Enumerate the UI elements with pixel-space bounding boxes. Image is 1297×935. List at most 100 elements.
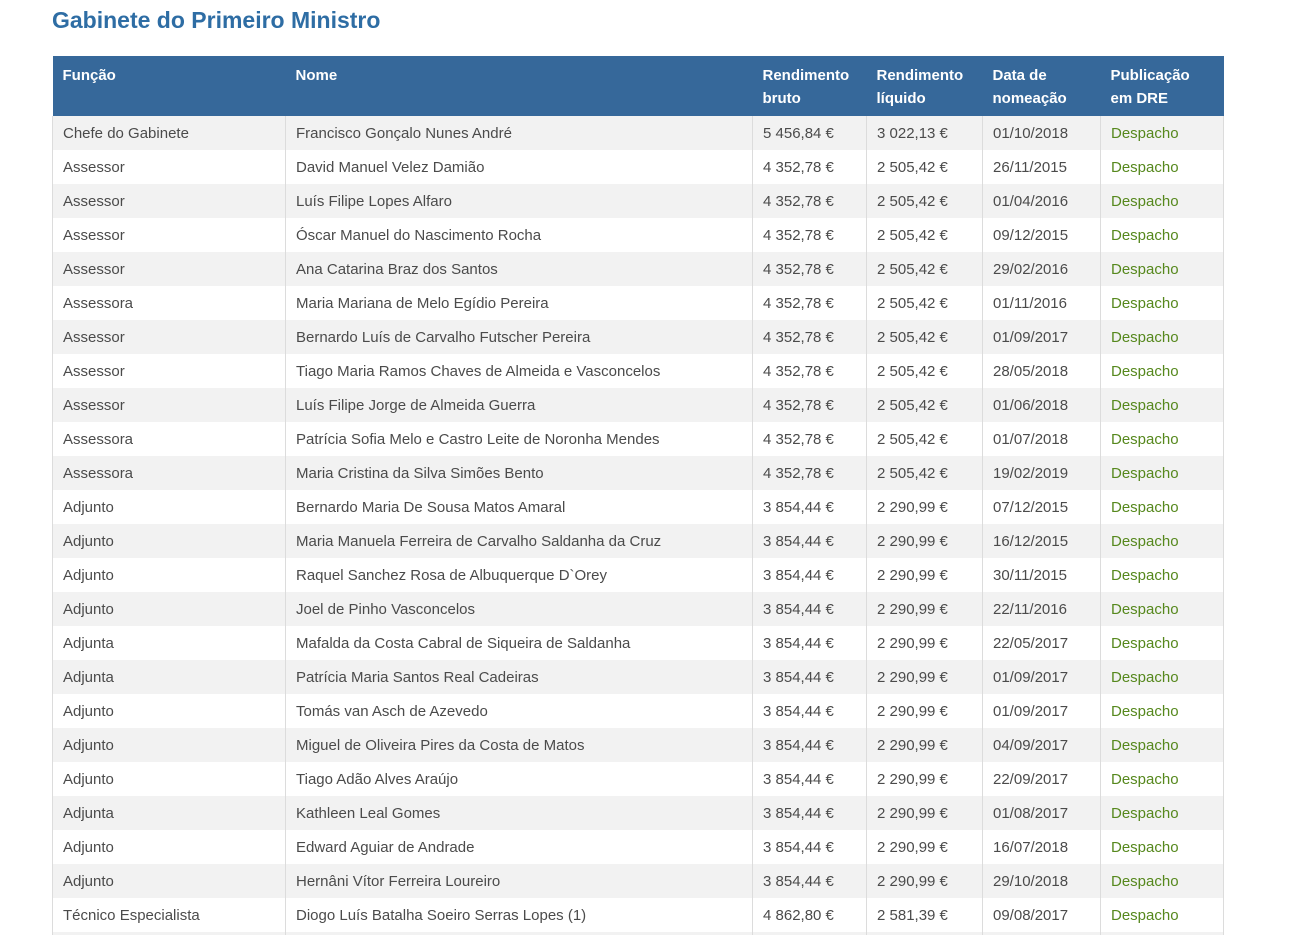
page-title: Gabinete do Primeiro Ministro: [52, 7, 381, 33]
table-header: Função Nome Rendimento bruto Rendimento …: [52, 55, 1224, 117]
despacho-link[interactable]: Despacho: [1111, 634, 1179, 652]
table-row: Adjunto Miguel de Oliveira Pires da Cost…: [52, 728, 1224, 763]
rendimento-bruto-cell: 4 352,78 €: [752, 286, 867, 321]
despacho-link[interactable]: Despacho: [1111, 260, 1179, 278]
column-header-rendimento-bruto: Rendimento bruto: [752, 55, 867, 117]
funcao-cell: Assessor: [52, 184, 286, 219]
despacho-link[interactable]: Despacho: [1111, 600, 1179, 618]
table-row: Adjunto Maria Manuela Ferreira de Carval…: [52, 524, 1224, 559]
despacho-link[interactable]: Despacho: [1111, 498, 1179, 516]
table-row: Assessor David Manuel Velez Damião 4 352…: [52, 150, 1224, 185]
data-nomeacao-cell: 01/10/2018: [982, 116, 1101, 151]
nome-cell: Mafalda da Costa Cabral de Siqueira de S…: [285, 626, 753, 661]
despacho-link[interactable]: Despacho: [1111, 362, 1179, 380]
funcao-cell: Assessor: [52, 218, 286, 253]
funcao-cell: Assessora: [52, 286, 286, 321]
publicacao-dre-cell: Despacho: [1100, 286, 1224, 321]
despacho-link[interactable]: Despacho: [1111, 158, 1179, 176]
despacho-link[interactable]: Despacho: [1111, 804, 1179, 822]
data-nomeacao-cell: 01/06/2018: [982, 388, 1101, 423]
publicacao-dre-cell: Despacho: [1100, 864, 1224, 899]
publicacao-dre-cell: Despacho: [1100, 354, 1224, 389]
publicacao-dre-cell: Despacho: [1100, 728, 1224, 763]
data-nomeacao-cell: 22/05/2017: [982, 626, 1101, 661]
rendimento-liquido-cell: 2 290,99 €: [866, 796, 983, 831]
rendimento-bruto-cell: 4 862,80 €: [752, 898, 867, 933]
nome-cell: Francisco Gonçalo Nunes André: [285, 116, 753, 151]
despacho-link[interactable]: Despacho: [1111, 736, 1179, 754]
salaries-table: Função Nome Rendimento bruto Rendimento …: [52, 55, 1224, 935]
rendimento-liquido-cell: 2 290,99 €: [866, 524, 983, 559]
data-nomeacao-cell: 22/11/2016: [982, 592, 1101, 627]
funcao-cell: Técnico Especialista: [52, 898, 286, 933]
publicacao-dre-cell: Despacho: [1100, 660, 1224, 695]
table-row: Adjunta Mafalda da Costa Cabral de Sique…: [52, 626, 1224, 661]
rendimento-bruto-cell: 3 854,44 €: [752, 796, 867, 831]
rendimento-bruto-cell: 3 854,44 €: [752, 558, 867, 593]
table-header-row: Função Nome Rendimento bruto Rendimento …: [52, 55, 1224, 117]
data-nomeacao-cell: 22/09/2017: [982, 762, 1101, 797]
rendimento-bruto-cell: 3 854,44 €: [752, 524, 867, 559]
despacho-link[interactable]: Despacho: [1111, 192, 1179, 210]
table-row: Adjunto Tomás van Asch de Azevedo 3 854,…: [52, 694, 1224, 729]
despacho-link[interactable]: Despacho: [1111, 906, 1179, 924]
nome-cell: Tiago Maria Ramos Chaves de Almeida e Va…: [285, 354, 753, 389]
table-row: Assessor Luís Filipe Jorge de Almeida Gu…: [52, 388, 1224, 423]
publicacao-dre-cell: Despacho: [1100, 830, 1224, 865]
despacho-link[interactable]: Despacho: [1111, 702, 1179, 720]
rendimento-bruto-cell: 3 854,44 €: [752, 592, 867, 627]
funcao-cell: Adjunto: [52, 694, 286, 729]
rendimento-liquido-cell: 2 290,99 €: [866, 490, 983, 525]
funcao-cell: Adjunto: [52, 490, 286, 525]
rendimento-liquido-cell: 2 505,42 €: [866, 422, 983, 457]
nome-cell: Tomás van Asch de Azevedo: [285, 694, 753, 729]
nome-cell: Raquel Sanchez Rosa de Albuquerque D`Ore…: [285, 558, 753, 593]
despacho-link[interactable]: Despacho: [1111, 124, 1179, 142]
publicacao-dre-cell: Despacho: [1100, 320, 1224, 355]
despacho-link[interactable]: Despacho: [1111, 872, 1179, 890]
nome-cell: Bernardo Luís de Carvalho Futscher Perei…: [285, 320, 753, 355]
publicacao-dre-cell: Despacho: [1100, 252, 1224, 287]
despacho-link[interactable]: Despacho: [1111, 294, 1179, 312]
despacho-link[interactable]: Despacho: [1111, 430, 1179, 448]
table-row: Adjunto Tiago Adão Alves Araújo 3 854,44…: [52, 762, 1224, 797]
publicacao-dre-cell: Despacho: [1100, 490, 1224, 525]
despacho-link[interactable]: Despacho: [1111, 396, 1179, 414]
despacho-link[interactable]: Despacho: [1111, 838, 1179, 856]
publicacao-dre-cell: Despacho: [1100, 150, 1224, 185]
data-nomeacao-cell: 04/09/2017: [982, 728, 1101, 763]
nome-cell: Tiago Adão Alves Araújo: [285, 762, 753, 797]
table-row: Adjunto Edward Aguiar de Andrade 3 854,4…: [52, 830, 1224, 865]
funcao-cell: Adjunto: [52, 762, 286, 797]
despacho-link[interactable]: Despacho: [1111, 566, 1179, 584]
funcao-cell: Adjunta: [52, 796, 286, 831]
rendimento-bruto-cell: 4 352,78 €: [752, 354, 867, 389]
nome-cell: Ana Catarina Braz dos Santos: [285, 252, 753, 287]
despacho-link[interactable]: Despacho: [1111, 328, 1179, 346]
nome-cell: Kathleen Leal Gomes: [285, 796, 753, 831]
rendimento-bruto-cell: 4 352,78 €: [752, 456, 867, 491]
despacho-link[interactable]: Despacho: [1111, 668, 1179, 686]
despacho-link[interactable]: Despacho: [1111, 770, 1179, 788]
despacho-link[interactable]: Despacho: [1111, 532, 1179, 550]
publicacao-dre-cell: Despacho: [1100, 558, 1224, 593]
publicacao-dre-cell: Despacho: [1100, 762, 1224, 797]
table-row: Adjunta Kathleen Leal Gomes 3 854,44 € 2…: [52, 796, 1224, 831]
nome-cell: Luís Filipe Lopes Alfaro: [285, 184, 753, 219]
data-nomeacao-cell: 16/07/2018: [982, 830, 1101, 865]
table-row: Adjunto Raquel Sanchez Rosa de Albuquerq…: [52, 558, 1224, 593]
table-row: Assessor Tiago Maria Ramos Chaves de Alm…: [52, 354, 1224, 389]
publicacao-dre-cell: Despacho: [1100, 524, 1224, 559]
rendimento-liquido-cell: 2 290,99 €: [866, 864, 983, 899]
table-row: Assessor Bernardo Luís de Carvalho Futsc…: [52, 320, 1224, 355]
despacho-link[interactable]: Despacho: [1111, 226, 1179, 244]
rendimento-liquido-cell: 2 290,99 €: [866, 592, 983, 627]
table-row: Assessora Patrícia Sofia Melo e Castro L…: [52, 422, 1224, 457]
funcao-cell: Assessor: [52, 252, 286, 287]
nome-cell: Maria Manuela Ferreira de Carvalho Salda…: [285, 524, 753, 559]
table-row: Assessor Luís Filipe Lopes Alfaro 4 352,…: [52, 184, 1224, 219]
despacho-link[interactable]: Despacho: [1111, 464, 1179, 482]
nome-cell: Óscar Manuel do Nascimento Rocha: [285, 218, 753, 253]
publicacao-dre-cell: Despacho: [1100, 184, 1224, 219]
